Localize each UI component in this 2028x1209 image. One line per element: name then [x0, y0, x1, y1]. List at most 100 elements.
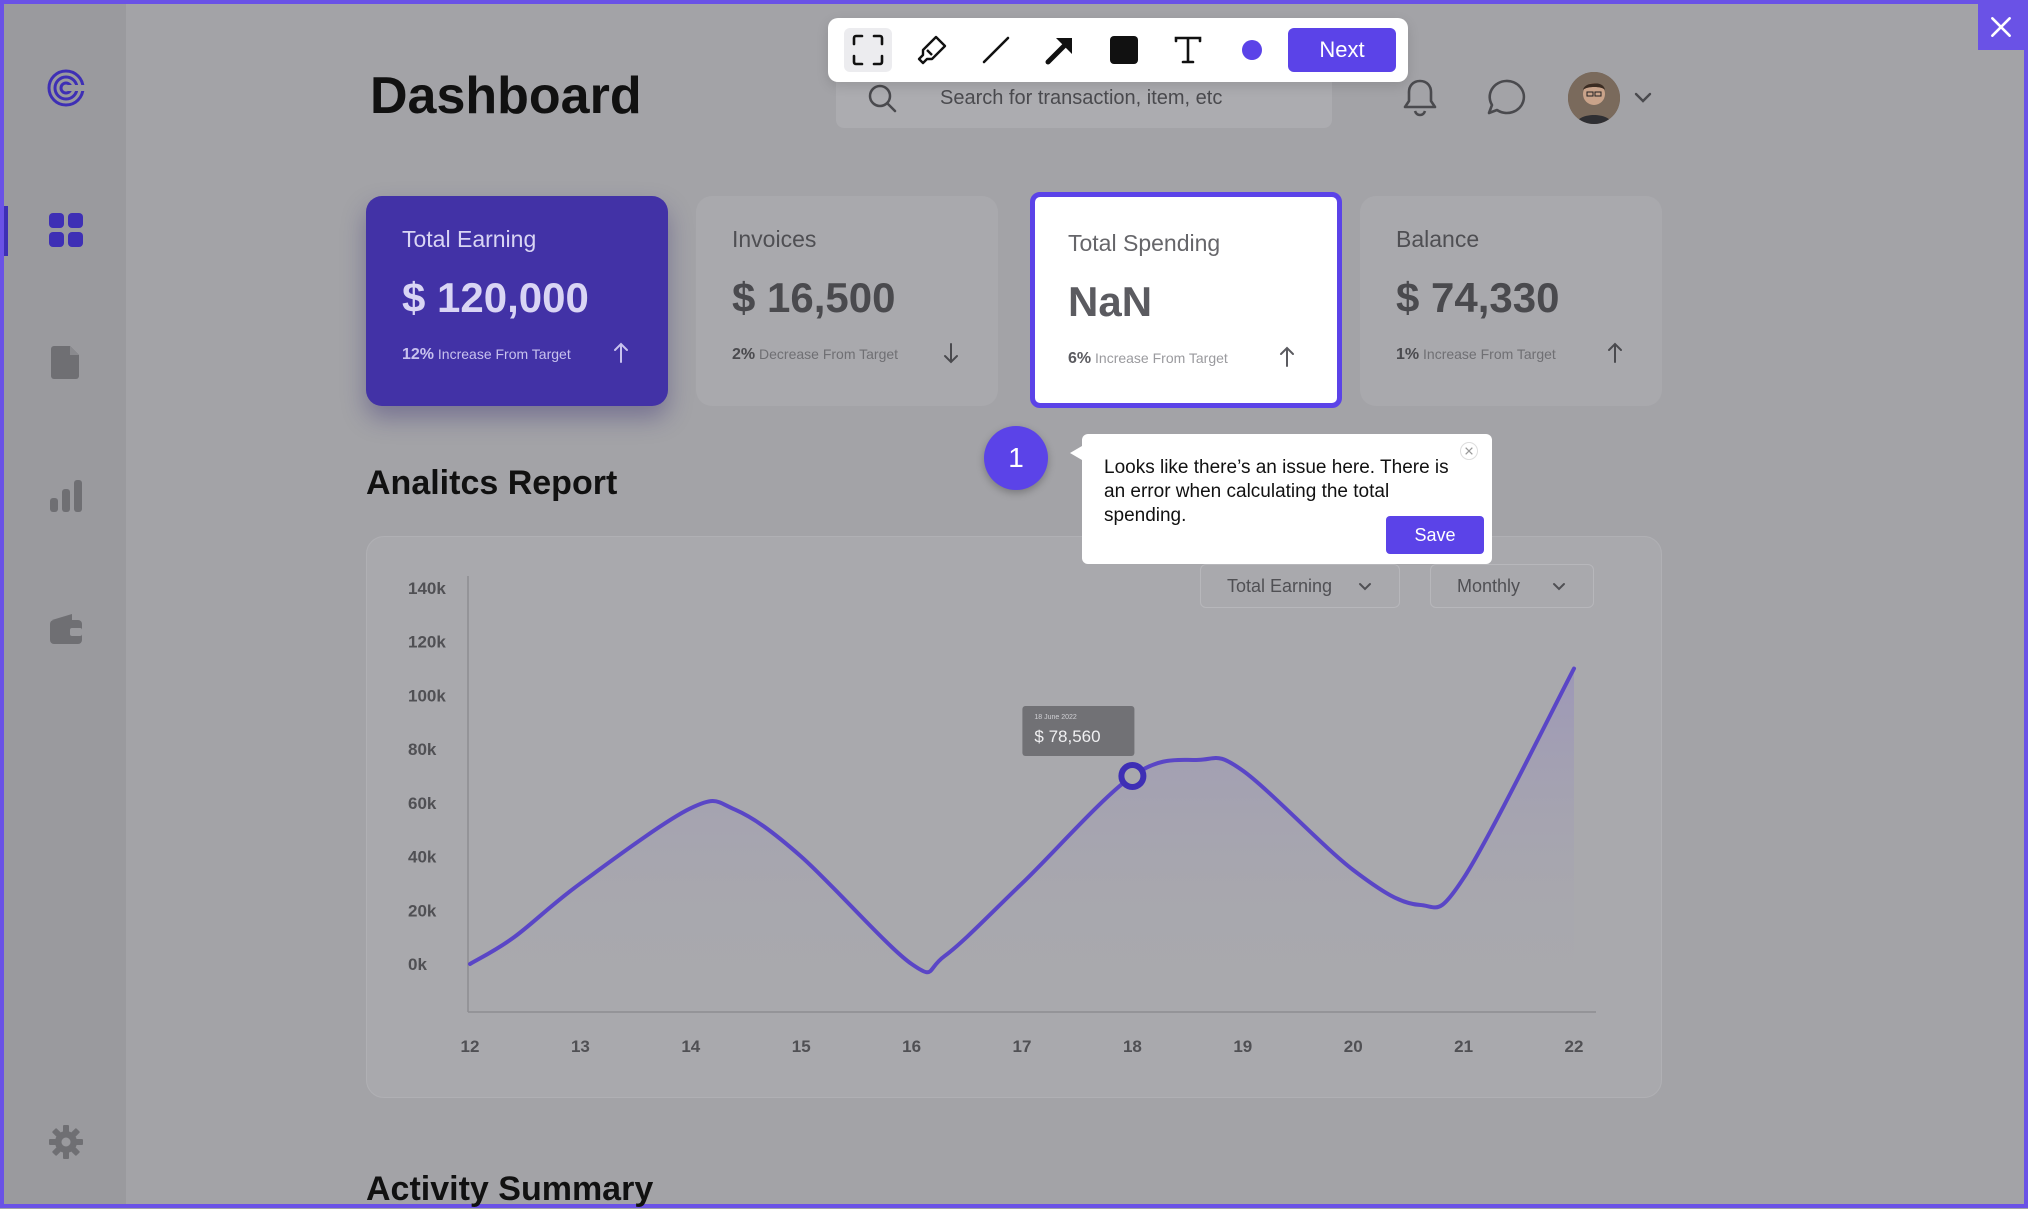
tool-color[interactable]	[1228, 28, 1276, 72]
series-line	[468, 666, 1576, 975]
x-tick-label: 20	[1344, 1037, 1363, 1056]
card-invoices[interactable]: Invoices $ 16,500 2% Decrease From Targe…	[696, 196, 998, 406]
search-input[interactable]	[940, 80, 1310, 116]
card-title: Invoices	[732, 226, 817, 252]
text-icon	[1174, 36, 1202, 64]
gear-icon	[49, 1125, 83, 1159]
y-tick-label: 0k	[408, 955, 427, 974]
x-tick-label: 21	[1454, 1037, 1473, 1056]
tool-rectangle[interactable]	[1100, 28, 1148, 72]
card-value: $ 120,000	[402, 274, 589, 321]
y-tick-label: 120k	[408, 633, 446, 652]
tool-text[interactable]	[1164, 28, 1212, 72]
chevron-down-icon	[1553, 583, 1565, 591]
card-footnote: 2% Decrease From Target	[732, 346, 899, 363]
sidebar-item-documents[interactable]	[44, 340, 88, 384]
tooltip-point	[1118, 762, 1147, 790]
tool-highlighter[interactable]	[908, 28, 956, 72]
chart-tooltip: 18 June 2022 $ 78,560	[1022, 706, 1147, 790]
tool-arrow[interactable]	[1036, 28, 1084, 72]
bell-icon[interactable]	[1398, 76, 1442, 120]
x-tick-label: 15	[792, 1037, 811, 1056]
rectangle-icon	[1110, 36, 1138, 64]
y-tick-label: 100k	[408, 686, 446, 705]
card-total-spending[interactable]: Total Spending NaN 6% Increase From Targ…	[1030, 192, 1342, 408]
section-title-activity: Activity Summary	[366, 1170, 654, 1208]
sidebar-item-analytics[interactable]	[44, 474, 88, 518]
sidebar-item-dashboard[interactable]	[44, 208, 88, 252]
y-tick-label: 80k	[408, 740, 437, 759]
arrow-down-icon	[944, 343, 958, 364]
close-button[interactable]	[1978, 4, 2024, 50]
x-tick-label: 19	[1233, 1037, 1252, 1056]
card-title: Balance	[1396, 226, 1480, 252]
card-value: NaN	[1068, 278, 1153, 325]
card-title: Total Earning	[402, 226, 537, 252]
annotation-toolbar: Next	[828, 18, 1408, 82]
section-title-analytics: Analitcs Report	[366, 464, 618, 502]
user-photo-icon	[1568, 72, 1620, 124]
grid-icon	[49, 213, 83, 247]
x-tick-label: 13	[571, 1037, 590, 1056]
tooltip-date: 18 June 2022	[1034, 714, 1077, 721]
chevron-down-icon[interactable]	[1630, 88, 1656, 108]
arrow-icon	[1045, 38, 1072, 65]
save-button[interactable]: Save	[1386, 516, 1484, 554]
y-tick-label: 20k	[408, 901, 437, 920]
x-tick-label: 17	[1013, 1037, 1032, 1056]
x-tick-label: 16	[902, 1037, 921, 1056]
close-icon	[1465, 447, 1473, 455]
annotation-text[interactable]: Looks like there’s an issue here. There …	[1104, 457, 1449, 526]
arrow-up-icon	[1280, 346, 1294, 367]
metric-select-value: Total Earning	[1227, 575, 1333, 596]
wallet-icon	[50, 614, 82, 644]
x-tick-label: 22	[1565, 1037, 1584, 1056]
card-value: $ 74,330	[1396, 274, 1560, 321]
crop-select-icon	[852, 34, 884, 66]
series-area	[470, 668, 1574, 1004]
color-dot-icon	[1242, 40, 1262, 60]
card-balance[interactable]: Balance $ 74,330 1% Increase From Target	[1360, 196, 1662, 406]
x-tick-label: 12	[461, 1037, 480, 1056]
next-button[interactable]: Next	[1288, 28, 1396, 72]
avatar[interactable]	[1568, 72, 1620, 124]
analytics-line-chart: 0k 20k 40k 60k 80k 100k 120k 140k 12 13 14 15 16 17 1…	[408, 576, 1596, 1056]
period-select-value: Monthly	[1457, 575, 1521, 596]
search-icon	[868, 84, 897, 113]
sidebar-active-indicator	[4, 206, 8, 256]
tooltip-value: $ 78,560	[1034, 727, 1100, 746]
card-footnote: 12% Increase From Target	[402, 346, 571, 363]
y-tick-label: 40k	[408, 848, 437, 867]
x-tick-label: 18	[1123, 1037, 1142, 1056]
sidebar-item-wallet[interactable]	[44, 608, 88, 652]
page-title: Dashboard	[370, 67, 642, 125]
chat-icon[interactable]	[1484, 76, 1528, 120]
y-tick-label: 60k	[408, 794, 437, 813]
x-tick-label: 14	[681, 1037, 700, 1056]
sidebar-item-settings[interactable]	[44, 1120, 88, 1164]
period-select[interactable]: Monthly	[1430, 564, 1594, 608]
card-value: $ 16,500	[732, 274, 896, 321]
line-icon	[982, 36, 1010, 64]
bar-chart-icon	[50, 480, 82, 512]
arrow-up-icon	[614, 342, 628, 363]
y-tick-label: 140k	[408, 579, 446, 598]
card-footnote: 1% Increase From Target	[1396, 346, 1556, 363]
sidebar	[4, 4, 126, 1204]
popover-close-button[interactable]	[1460, 442, 1478, 460]
chart-panel	[366, 536, 1662, 1098]
annotation-step-badge[interactable]: 1	[984, 426, 1048, 490]
metric-select[interactable]: Total Earning	[1200, 564, 1400, 608]
chevron-down-icon	[1359, 583, 1371, 591]
arrow-up-icon	[1608, 342, 1622, 363]
document-icon	[51, 346, 79, 379]
card-footnote: 6% Increase From Target	[1068, 350, 1228, 367]
tool-line[interactable]	[972, 28, 1020, 72]
logo-icon	[44, 66, 88, 110]
card-title: Total Spending	[1068, 230, 1221, 256]
card-total-earning[interactable]: Total Earning $ 120,000 12% Increase Fro…	[366, 196, 668, 406]
tool-select-area[interactable]	[844, 28, 892, 72]
highlighter-icon	[917, 35, 947, 65]
close-icon	[1991, 17, 2011, 37]
